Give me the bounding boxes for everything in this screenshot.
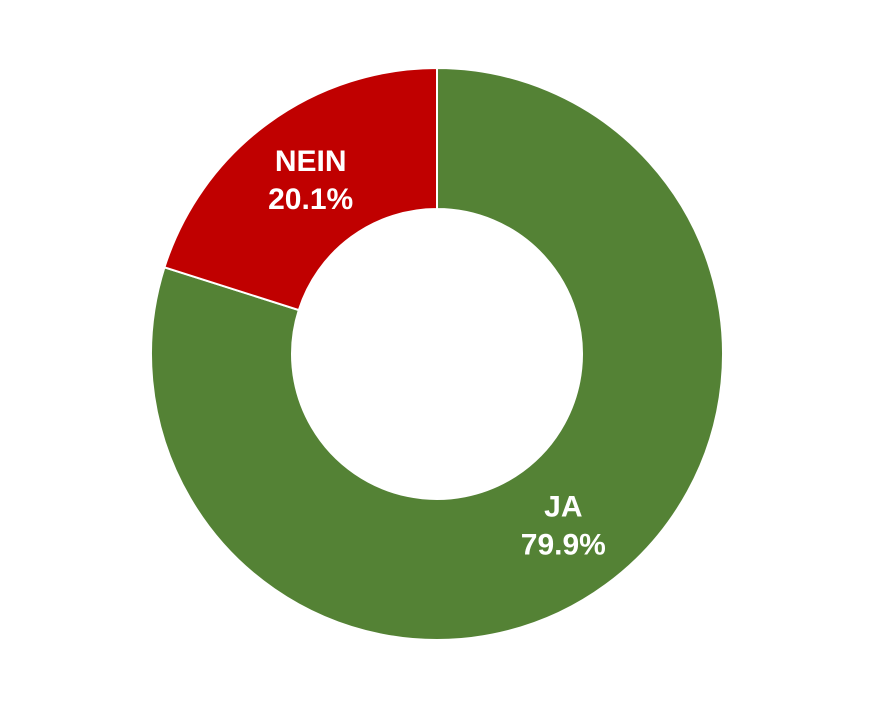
- slice-label: JA: [544, 491, 582, 524]
- value-label: 20.1%: [268, 183, 353, 216]
- donut-slice: [163, 66, 438, 312]
- donut-slice: [150, 66, 724, 641]
- slice-label: NEIN: [275, 145, 347, 178]
- value-label: 79.9%: [521, 529, 606, 562]
